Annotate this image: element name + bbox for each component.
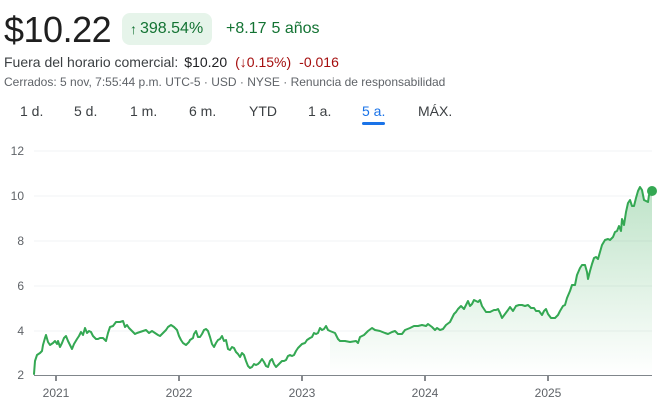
after-hours-row: Fuera del horario comercial: $10.20 (↓0.… xyxy=(4,54,339,70)
x-tick-2023: 2023 xyxy=(288,386,316,400)
closed-time: Cerrados: 5 nov, 7:55:44 p.m. UTC-5 xyxy=(4,75,201,89)
gridlines xyxy=(34,150,652,332)
x-tick-2025: 2025 xyxy=(534,386,562,400)
y-tick-6: 6 xyxy=(17,279,24,293)
y-tick-12: 12 xyxy=(10,144,24,158)
x-tick-2022: 2022 xyxy=(165,386,193,400)
tab-5y[interactable]: 5 a. xyxy=(362,103,386,125)
chart-svg xyxy=(33,150,657,381)
y-tick-4: 4 xyxy=(17,324,24,338)
tab-1d[interactable]: 1 d. xyxy=(20,103,44,119)
tab-ytd[interactable]: YTD xyxy=(249,103,277,119)
last-price-dot xyxy=(647,186,657,196)
currency: USD xyxy=(211,75,237,89)
change-period: 5 años xyxy=(271,20,320,37)
arrow-up-icon: ↑ xyxy=(130,21,137,37)
change-amount: +8.17 xyxy=(226,20,267,37)
change-absolute: +8.17 5 años xyxy=(226,13,320,45)
after-hours-label: Fuera del horario comercial: xyxy=(4,54,179,70)
y-tick-2: 2 xyxy=(17,368,24,382)
after-hours-price: $10.20 xyxy=(184,54,228,70)
x-tick-2021: 2021 xyxy=(42,386,70,400)
y-tick-10: 10 xyxy=(10,189,24,203)
disclaimer-link[interactable]: Renuncia de responsabilidad xyxy=(290,75,446,89)
price-line xyxy=(33,186,653,375)
current-price: $10.22 xyxy=(4,9,112,50)
exchange: NYSE xyxy=(247,75,280,89)
x-tick-2024: 2024 xyxy=(411,386,439,400)
after-hours-percent: (↓0.15%) xyxy=(235,54,292,70)
after-hours-change: -0.016 xyxy=(299,54,339,70)
price-area xyxy=(330,187,652,375)
price-chart[interactable]: 12 10 8 6 4 2 2021 2022 2023 2024 2025 xyxy=(0,140,667,410)
tab-5d[interactable]: 5 d. xyxy=(74,103,98,119)
tab-max[interactable]: MÁX. xyxy=(418,103,453,119)
x-ticks xyxy=(55,376,549,381)
tab-1y[interactable]: 1 a. xyxy=(308,103,332,119)
change-percent: 398.54% xyxy=(140,20,204,37)
change-percent-badge: ↑ 398.54% xyxy=(122,13,213,45)
tab-1m[interactable]: 1 m. xyxy=(130,103,158,119)
tab-6m[interactable]: 6 m. xyxy=(189,103,217,119)
y-tick-8: 8 xyxy=(17,234,24,248)
quote-meta: Cerrados: 5 nov, 7:55:44 p.m. UTC-5 · US… xyxy=(4,75,446,89)
